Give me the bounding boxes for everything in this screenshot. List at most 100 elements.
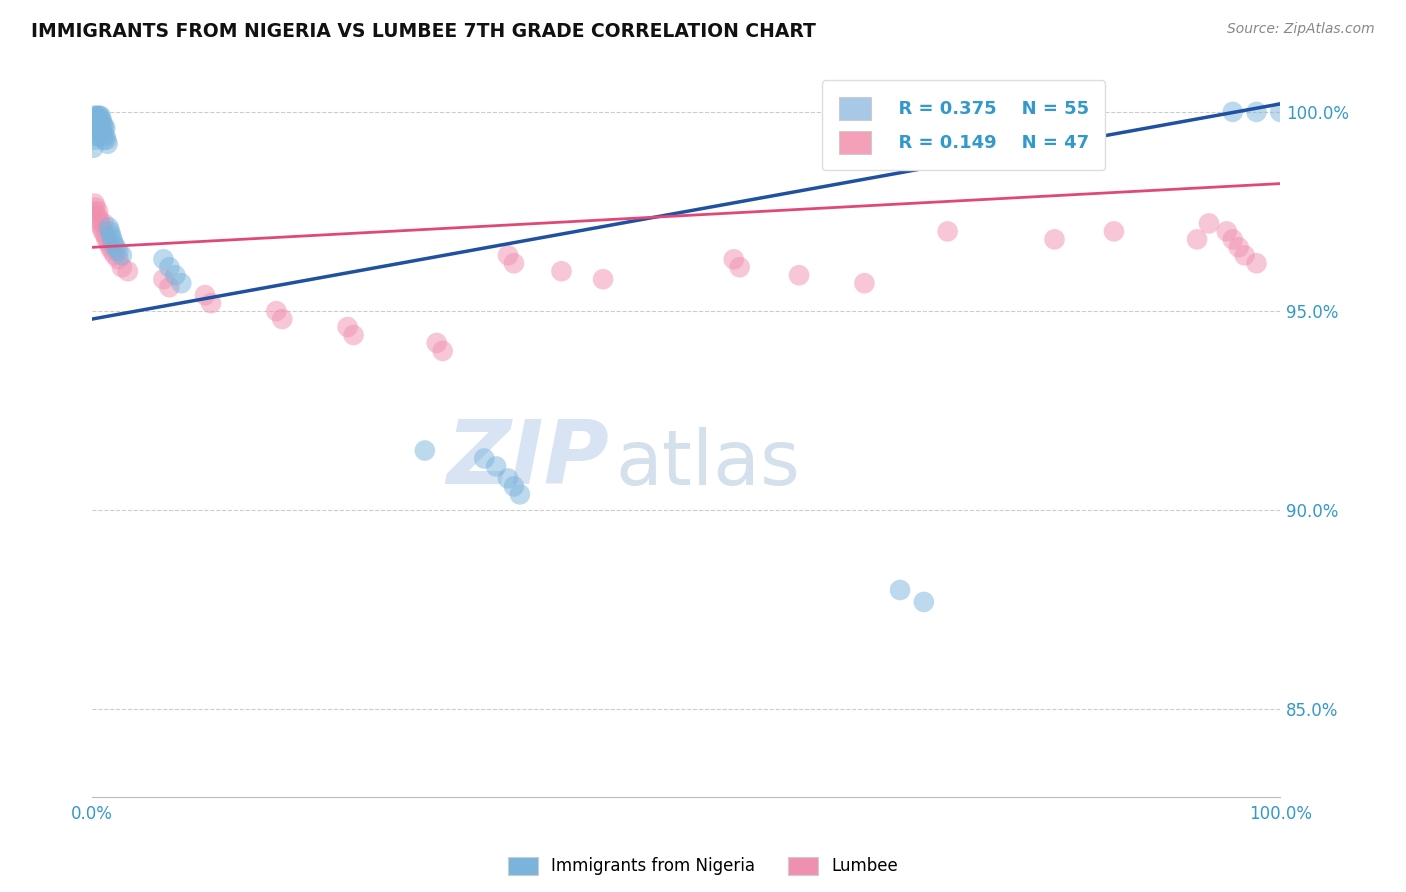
Point: [86, 120, 108, 135]
Point: [912, 595, 935, 609]
Point: [89, 212, 111, 227]
Point: [1246, 256, 1268, 270]
Point: [426, 335, 449, 350]
Point: [723, 252, 745, 267]
Point: [157, 280, 180, 294]
Point: [82, 117, 104, 131]
Point: [1216, 224, 1239, 238]
Point: [1185, 232, 1208, 246]
Point: [83, 196, 105, 211]
Point: [97, 220, 120, 235]
Text: IMMIGRANTS FROM NIGERIA VS LUMBEE 7TH GRADE CORRELATION CHART: IMMIGRANTS FROM NIGERIA VS LUMBEE 7TH GR…: [31, 22, 815, 41]
Point: [89, 117, 111, 131]
Point: [503, 479, 526, 493]
Point: [90, 112, 112, 127]
Point: [104, 240, 127, 254]
Point: [107, 252, 129, 267]
Point: [103, 236, 125, 251]
Point: [1227, 240, 1250, 254]
Point: [194, 288, 217, 302]
Point: [93, 133, 115, 147]
Point: [936, 224, 959, 238]
Point: [472, 451, 495, 466]
Point: [96, 232, 118, 246]
Point: [87, 112, 110, 127]
Legend: Immigrants from Nigeria, Lumbee: Immigrants from Nigeria, Lumbee: [501, 850, 905, 882]
Point: [496, 248, 519, 262]
Point: [889, 582, 911, 597]
Point: [89, 109, 111, 123]
Point: [592, 272, 614, 286]
Point: [89, 216, 111, 230]
Point: [91, 117, 114, 131]
Point: [87, 117, 110, 131]
Point: [107, 244, 129, 259]
Point: [550, 264, 572, 278]
Point: [97, 236, 120, 251]
Point: [111, 260, 134, 275]
Point: [84, 112, 107, 127]
Point: [152, 252, 174, 267]
Point: [84, 201, 107, 215]
Point: [1222, 232, 1244, 246]
Point: [1246, 104, 1268, 119]
Point: [1043, 232, 1066, 246]
Point: [89, 120, 111, 135]
Point: [86, 209, 108, 223]
Point: [1270, 104, 1292, 119]
Point: [94, 128, 117, 143]
Point: [91, 128, 114, 143]
Point: [94, 228, 117, 243]
Point: [82, 141, 104, 155]
Point: [1222, 104, 1244, 119]
Point: [98, 240, 121, 254]
Point: [83, 117, 105, 131]
Point: [266, 304, 288, 318]
Point: [728, 260, 751, 275]
Point: [117, 264, 139, 278]
Point: [1102, 224, 1125, 238]
Point: [89, 112, 111, 127]
Point: [111, 248, 134, 262]
Text: ZIP: ZIP: [446, 417, 609, 503]
Point: [94, 120, 117, 135]
Point: [485, 459, 508, 474]
Point: [200, 296, 222, 310]
Point: [170, 276, 193, 290]
Point: [86, 112, 108, 127]
Point: [101, 232, 124, 246]
Point: [84, 109, 107, 123]
Point: [82, 204, 104, 219]
Point: [1233, 248, 1256, 262]
Legend:   R = 0.375    N = 55,   R = 0.149    N = 47: R = 0.375 N = 55, R = 0.149 N = 47: [823, 80, 1105, 170]
Point: [93, 216, 115, 230]
Point: [342, 328, 364, 343]
Point: [89, 125, 111, 139]
Point: [86, 117, 108, 131]
Point: [496, 471, 519, 485]
Point: [98, 224, 121, 238]
Point: [100, 228, 122, 243]
Point: [91, 224, 114, 238]
Point: [432, 343, 454, 358]
Point: [152, 272, 174, 286]
Point: [87, 120, 110, 135]
Point: [413, 443, 436, 458]
Point: [336, 320, 359, 334]
Text: atlas: atlas: [614, 426, 800, 500]
Point: [87, 204, 110, 219]
Point: [89, 109, 111, 123]
Point: [84, 128, 107, 143]
Point: [165, 268, 187, 283]
Point: [87, 109, 110, 123]
Point: [509, 487, 531, 501]
Point: [503, 256, 526, 270]
Point: [97, 136, 120, 151]
Text: Source: ZipAtlas.com: Source: ZipAtlas.com: [1227, 22, 1375, 37]
Point: [87, 128, 110, 143]
Point: [104, 248, 127, 262]
Point: [853, 276, 876, 290]
Point: [787, 268, 810, 283]
Point: [101, 244, 124, 259]
Point: [96, 133, 118, 147]
